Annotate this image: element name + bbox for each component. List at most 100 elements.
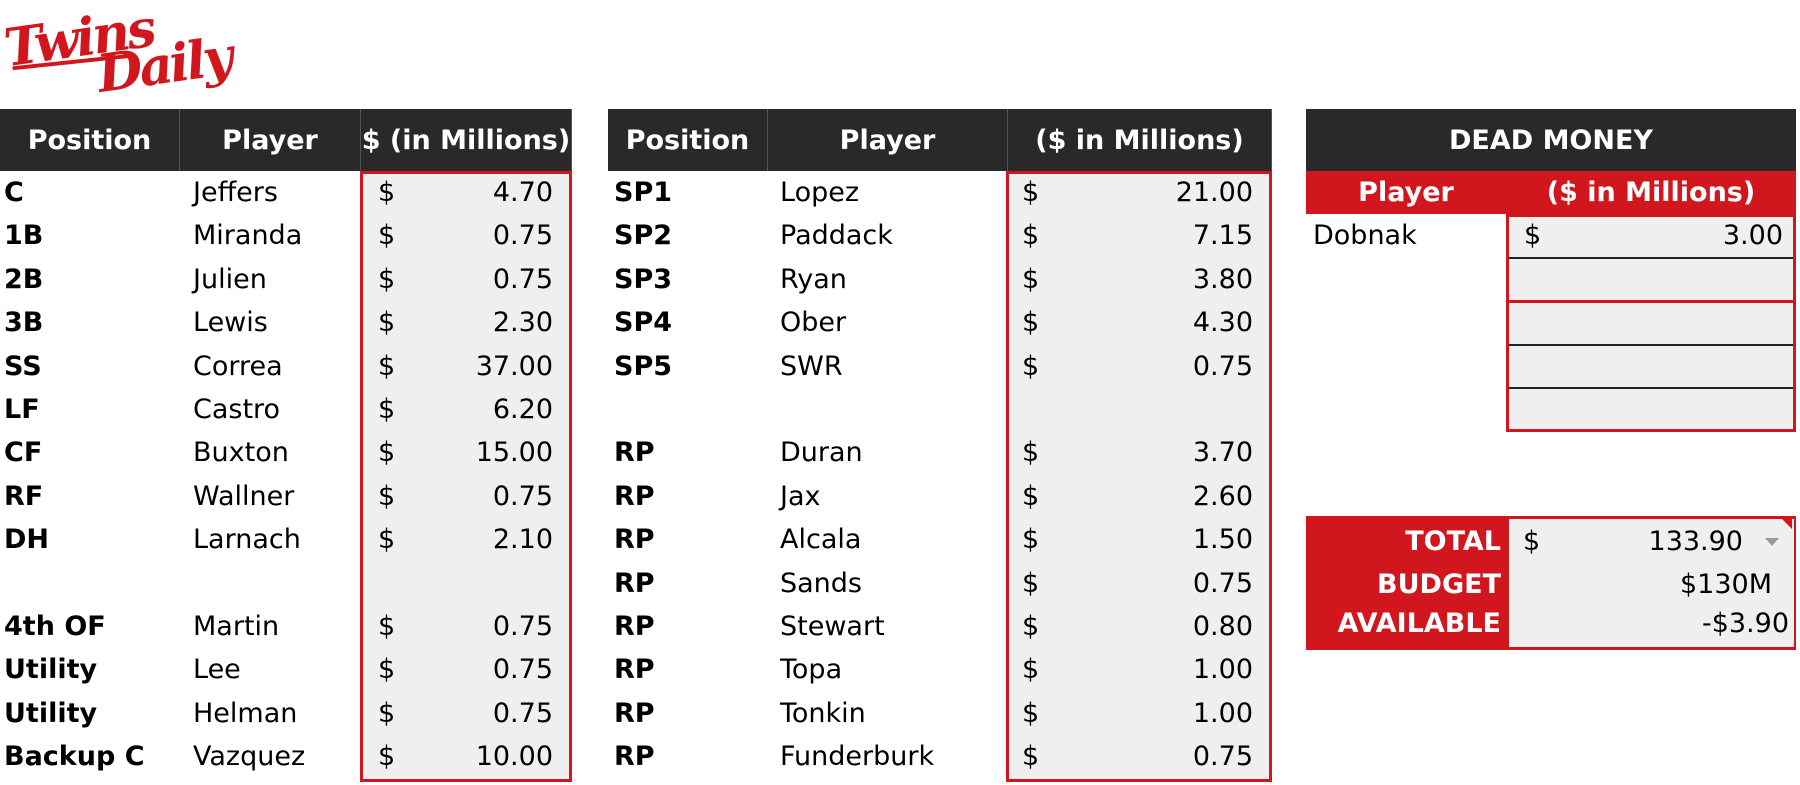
position-cell: 3B [4, 307, 44, 339]
header-salary: ($ in Millions) [1008, 109, 1272, 171]
header-salary: $ (in Millions) [361, 109, 572, 171]
total-label: TOTAL [1405, 525, 1501, 557]
dead-money-amount: 3.00 [1722, 220, 1783, 251]
position-cell: Utility [4, 654, 98, 686]
dead-money-row: Dobnak [1313, 214, 1793, 257]
dollar-sign: $ [378, 697, 396, 729]
position-cell: SP3 [614, 263, 673, 295]
available-value: -$3.90 [1701, 607, 1789, 639]
total-dollar: $ [1523, 525, 1541, 557]
player-cell: Jeffers [193, 177, 278, 208]
salary-column-box [1006, 171, 1272, 782]
dollar-sign: $ [378, 394, 396, 425]
player-cell: Alcala [780, 524, 862, 556]
player-cell: Lopez [780, 177, 860, 208]
salary-amount: 0.75 [1192, 567, 1253, 599]
dead-money-title: DEAD MONEY [1306, 109, 1796, 171]
player-cell: Stewart [780, 611, 885, 642]
player-cell: Funderburk [780, 741, 935, 773]
dollar-sign: $ [378, 220, 396, 252]
position-cell: C [4, 177, 24, 208]
dollar-sign: $ [1022, 220, 1040, 252]
dead-money-dollar: $ [1524, 220, 1542, 251]
position-cell: 4th OF [4, 611, 106, 642]
dollar-sign: $ [378, 307, 396, 339]
salary-amount: 0.75 [492, 263, 553, 295]
position-cell: CF [4, 437, 43, 469]
player-cell: Topa [780, 654, 843, 686]
position-cell: Backup C [4, 741, 145, 773]
dollar-sign: $ [378, 437, 396, 469]
player-cell: Duran [780, 437, 863, 469]
dollar-sign: $ [1022, 307, 1040, 339]
divider [1509, 300, 1793, 303]
dropdown-caret-icon[interactable] [1765, 538, 1779, 546]
dollar-sign: $ [1022, 263, 1040, 295]
player-cell: Julien [193, 263, 267, 295]
position-cell: RP [614, 437, 655, 469]
player-cell: Tonkin [780, 697, 866, 729]
position-cell: RP [614, 480, 655, 512]
position-cell: RP [614, 567, 655, 599]
salary-amount: 0.75 [492, 220, 553, 252]
player-cell: Wallner [193, 480, 295, 512]
dollar-sign: $ [378, 654, 396, 686]
dollar-sign: $ [1022, 350, 1040, 382]
dead-money-col-amount: ($ in Millions) [1546, 177, 1756, 208]
salary-amount: 6.20 [492, 394, 553, 425]
salary-amount: 2.10 [492, 524, 553, 556]
comment-marker [1782, 519, 1792, 529]
dollar-sign: $ [1022, 567, 1040, 599]
player-cell: Lewis [193, 307, 268, 339]
position-cell: LF [4, 394, 40, 425]
totals-values-box [1509, 519, 1794, 647]
divider [1509, 344, 1793, 346]
divider [1509, 387, 1793, 389]
salary-amount: 0.75 [492, 697, 553, 729]
position-cell: RP [614, 654, 655, 686]
salary-amount: 0.75 [492, 480, 553, 512]
dollar-sign: $ [1022, 697, 1040, 729]
dollar-sign: $ [1022, 611, 1040, 642]
salary-amount: 3.70 [1192, 437, 1253, 469]
position-cell: RP [614, 611, 655, 642]
player-cell: Miranda [193, 220, 303, 252]
player-cell: Buxton [193, 437, 289, 469]
player-cell: Martin [193, 611, 280, 642]
dollar-sign: $ [378, 611, 396, 642]
salary-amount: 37.00 [475, 350, 553, 382]
salary-amount: 10.00 [475, 741, 553, 773]
total-value: 133.90 [1648, 525, 1743, 557]
dollar-sign: $ [1022, 654, 1040, 686]
position-cell: Utility [4, 697, 98, 729]
player-cell: SWR [780, 350, 843, 382]
salary-amount: 0.75 [492, 611, 553, 642]
position-cell: RP [614, 697, 655, 729]
salary-amount: 2.60 [1192, 480, 1253, 512]
position-cell: SS [4, 350, 42, 382]
position-cell: SP5 [614, 350, 673, 382]
dollar-sign: $ [1022, 437, 1040, 469]
player-cell: Helman [193, 697, 298, 729]
position-cell: DH [4, 524, 50, 556]
salary-amount: 0.75 [1192, 350, 1253, 382]
dollar-sign: $ [1022, 480, 1040, 512]
player-cell: Paddack [780, 220, 893, 252]
position-cell: 1B [4, 220, 44, 252]
dollar-sign: $ [378, 524, 396, 556]
player-cell: Vazquez [193, 741, 306, 773]
position-cell: SP4 [614, 307, 673, 339]
salary-amount: 1.00 [1192, 697, 1253, 729]
salary-amount: 21.00 [1175, 177, 1253, 208]
pitchers-table: Position Player ($ in Millions) SP1 Lopez… [608, 109, 1272, 785]
salary-amount: 3.80 [1192, 263, 1253, 295]
salary-column-box [360, 171, 572, 782]
dollar-sign: $ [1022, 524, 1040, 556]
dollar-sign: $ [378, 741, 396, 773]
header-position: Position [0, 109, 180, 171]
budget-value: $130M [1679, 568, 1772, 600]
header-player: Player [768, 109, 1008, 171]
salary-amount: 0.80 [1192, 611, 1253, 642]
salary-amount: 0.75 [1192, 741, 1253, 773]
available-label: AVAILABLE [1337, 607, 1501, 639]
